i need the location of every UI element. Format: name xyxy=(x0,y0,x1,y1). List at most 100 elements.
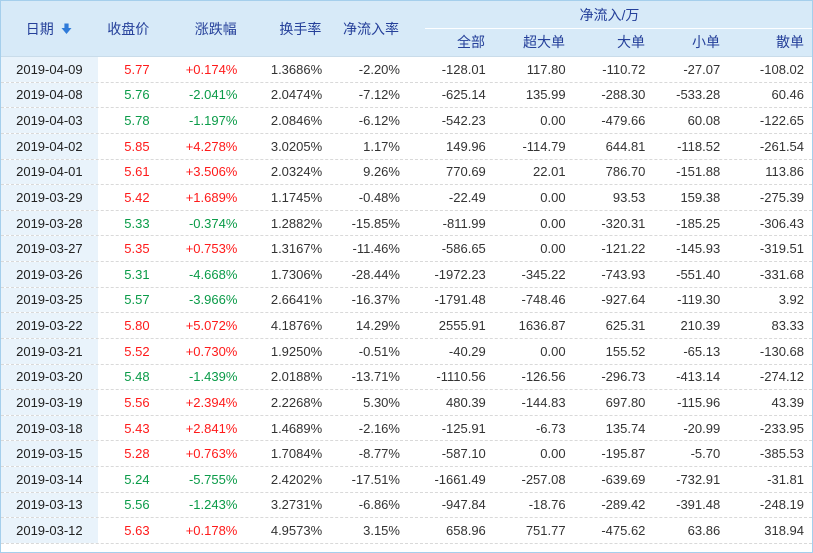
cell-retail: -319.51 xyxy=(759,241,805,257)
table-row: 2019-03-29 5.42 +1.689% 1.1745% -0.48% -22.49… xyxy=(1,185,812,211)
table-row: 2019-03-15 5.28 +0.763% 1.7084% -8.77% -587.1… xyxy=(1,441,812,467)
column-header-change[interactable]: 涨跌幅 xyxy=(194,20,237,37)
cell-small: -5.70 xyxy=(690,446,721,462)
cell-large: -927.64 xyxy=(601,292,646,308)
cell-date: 2019-04-03 xyxy=(1,108,98,133)
cell-large: -121.22 xyxy=(601,241,646,257)
cell-retail: -248.19 xyxy=(759,497,805,513)
cell-small: -27.07 xyxy=(683,61,721,77)
cell-date: 2019-04-02 xyxy=(1,133,98,159)
cell-close: 5.24 xyxy=(124,471,150,487)
cell-change: -1.197% xyxy=(188,113,238,129)
cell-inflow-rate: 5.30% xyxy=(363,394,400,410)
table-row: 2019-03-25 5.57 -3.966% 2.6641% -16.37% -1791… xyxy=(1,287,812,314)
cell-turnover: 2.0324% xyxy=(270,164,323,180)
cell-close: 5.76 xyxy=(124,87,150,103)
cell-all: -40.29 xyxy=(448,343,486,359)
cell-date: 2019-03-12 xyxy=(1,518,98,543)
cell-super-large: 0.00 xyxy=(540,446,566,462)
cell-turnover: 2.0188% xyxy=(270,369,323,385)
cell-change: -2.041% xyxy=(188,87,238,103)
cell-small: -145.93 xyxy=(676,241,721,257)
cell-close: 5.80 xyxy=(124,318,150,334)
cell-small: -115.96 xyxy=(677,394,721,410)
cell-close: 5.42 xyxy=(124,189,150,205)
cell-inflow-rate: -0.48% xyxy=(358,189,400,205)
cell-date: 2019-03-28 xyxy=(1,210,98,236)
cell-retail: 318.94 xyxy=(764,523,805,539)
cell-all: -947.84 xyxy=(441,497,486,513)
cell-all: -811.99 xyxy=(442,215,486,231)
column-group-header-inflow: 净流入/万 xyxy=(407,1,812,29)
cell-retail: -130.68 xyxy=(759,343,805,359)
cell-large: -195.87 xyxy=(601,446,646,462)
cell-super-large: 0.00 xyxy=(540,113,566,129)
cell-retail: -108.02 xyxy=(759,61,805,77)
cell-all: -625.14 xyxy=(441,87,486,103)
cell-retail: 43.39 xyxy=(771,394,805,410)
column-header-inflow-rate[interactable]: 净流入率 xyxy=(343,20,399,37)
cell-super-large: -144.83 xyxy=(521,394,566,410)
cell-all: -1661.49 xyxy=(434,471,486,487)
cell-large: 697.80 xyxy=(605,394,646,410)
column-header-inflow-large[interactable]: 大单 xyxy=(617,34,645,51)
cell-all: 149.96 xyxy=(446,138,486,154)
cell-close: 5.57 xyxy=(124,292,150,308)
cell-super-large: 751.77 xyxy=(525,523,566,539)
column-header-inflow-all[interactable]: 全部 xyxy=(457,34,485,51)
cell-turnover: 4.1876% xyxy=(270,318,323,334)
table-row: 2019-03-28 5.33 -0.374% 1.2882% -15.85% -811.… xyxy=(1,210,812,237)
table-row: 2019-04-03 5.78 -1.197% 2.0846% -6.12% -542.2… xyxy=(1,108,812,134)
column-header-date[interactable]: 日期 xyxy=(1,1,97,56)
cell-change: +2.841% xyxy=(185,420,238,436)
cell-super-large: 1636.87 xyxy=(518,318,566,334)
table-row: 2019-04-02 5.85 +4.278% 3.0205% 1.17% 149.96 -… xyxy=(1,133,812,160)
cell-small: -185.25 xyxy=(676,215,721,231)
cell-all: -128.01 xyxy=(441,61,486,77)
table-row: 2019-03-21 5.52 +0.730% 1.9250% -0.51% -40.29… xyxy=(1,338,812,365)
cell-all: 2555.91 xyxy=(438,318,486,334)
sort-desc-icon[interactable] xyxy=(60,22,73,35)
cell-super-large: -748.46 xyxy=(521,292,566,308)
cell-retail: -233.95 xyxy=(759,420,805,436)
cell-turnover: 2.2268% xyxy=(270,394,323,410)
column-header-close[interactable]: 收盘价 xyxy=(107,20,150,37)
cell-change: +5.072% xyxy=(185,318,238,334)
column-header-inflow-super-large[interactable]: 超大单 xyxy=(523,34,565,51)
cell-large: 786.70 xyxy=(605,164,646,180)
column-header-inflow-retail[interactable]: 散单 xyxy=(776,34,804,51)
cell-change: +0.178% xyxy=(185,523,238,539)
cell-retail: -306.43 xyxy=(759,215,805,231)
cell-large: -639.69 xyxy=(601,471,646,487)
inflow-subheader-row: 全部 超大单 大单 小单 散单 xyxy=(407,29,812,57)
cell-all: 480.39 xyxy=(446,394,486,410)
cell-inflow-rate: -6.12% xyxy=(358,113,400,129)
cell-small: 159.38 xyxy=(680,189,721,205)
column-header-turnover[interactable]: 换手率 xyxy=(279,20,322,37)
column-header-inflow-small[interactable]: 小单 xyxy=(692,34,720,51)
cell-date: 2019-03-25 xyxy=(1,287,98,313)
cell-close: 5.48 xyxy=(124,369,150,385)
cell-super-large: 22.01 xyxy=(533,164,566,180)
cell-large: -743.93 xyxy=(601,266,646,282)
cell-date: 2019-03-19 xyxy=(1,390,98,415)
cell-date: 2019-04-08 xyxy=(1,82,98,108)
cell-small: -119.30 xyxy=(677,292,721,308)
table-row: 2019-04-09 5.77 +0.174% 1.3686% -2.20% -128.0… xyxy=(1,57,812,83)
cell-inflow-rate: -8.77% xyxy=(358,446,400,462)
cell-turnover: 1.9250% xyxy=(270,343,323,359)
cell-retail: 83.33 xyxy=(771,318,805,334)
cell-change: +0.174% xyxy=(185,61,238,77)
cell-date: 2019-03-20 xyxy=(1,364,98,390)
cell-super-large: 0.00 xyxy=(540,241,566,257)
cell-change: -0.374% xyxy=(188,215,238,231)
cell-retail: -385.53 xyxy=(759,446,805,462)
table-row: 2019-03-13 5.56 -1.243% 3.2731% -6.86% -947.8… xyxy=(1,492,812,519)
cell-inflow-rate: -17.51% xyxy=(351,471,400,487)
cell-close: 5.56 xyxy=(124,394,150,410)
cell-inflow-rate: 1.17% xyxy=(363,138,400,154)
cell-date: 2019-03-29 xyxy=(1,185,98,210)
cell-change: +3.506% xyxy=(185,164,238,180)
cell-close: 5.61 xyxy=(124,164,150,180)
cell-change: +2.394% xyxy=(185,394,238,410)
